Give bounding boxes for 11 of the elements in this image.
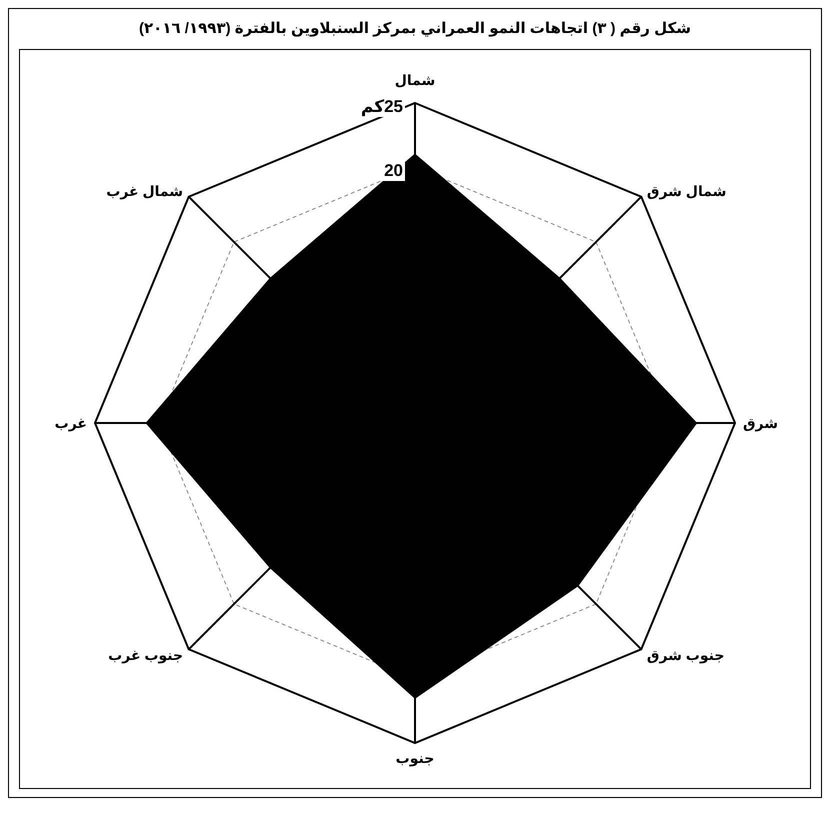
spoke-label: جنوب شرق: [646, 646, 724, 664]
spoke-label: جنوب غرب: [108, 646, 184, 664]
spoke-label: غرب: [54, 415, 87, 432]
chart-title: شكل رقم ( ٣) اتجاهات النمو العمراني بمركز السنبلاوين بالفترة (١٩٩٣/ ٢٠١٦): [138, 19, 692, 39]
spoke-label: شرق: [743, 415, 778, 432]
y-tick-label: 25كم: [360, 97, 403, 117]
spoke-label: شمال شرق: [646, 183, 726, 200]
y-tick-label: 20: [384, 161, 403, 180]
spoke-label: جنوب: [396, 750, 434, 767]
spoke-label: شمال غرب: [106, 183, 184, 200]
spoke-label: شمال: [394, 72, 436, 88]
